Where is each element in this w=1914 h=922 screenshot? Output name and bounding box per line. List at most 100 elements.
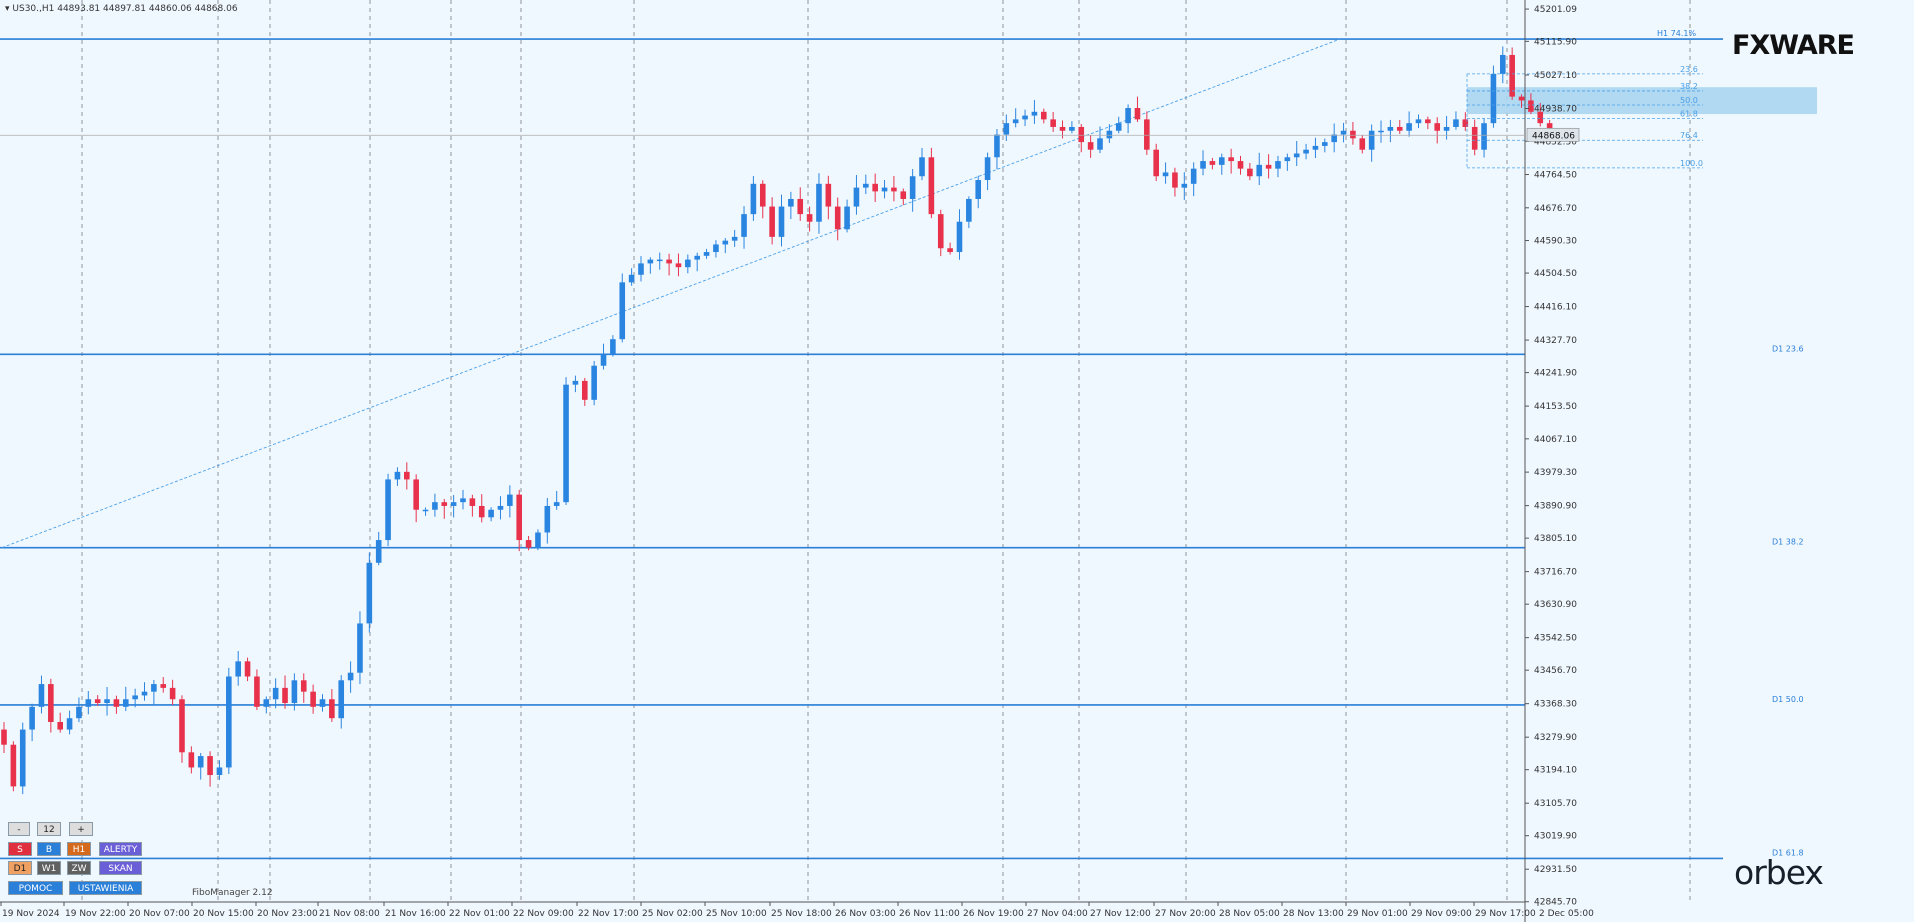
candle-body: [375, 540, 382, 563]
candle: [788, 191, 794, 220]
candle: [1378, 120, 1384, 143]
sell-button[interactable]: S: [8, 842, 32, 856]
candle-body: [975, 180, 982, 199]
candle-body: [1134, 108, 1141, 120]
candle-body: [741, 214, 747, 237]
x-tick-label: 27 Nov 20:00: [1155, 909, 1216, 919]
candle-body: [675, 263, 682, 268]
candle-body: [694, 255, 700, 260]
x-tick-label: 20 Nov 23:00: [257, 909, 318, 919]
candle-body: [1162, 172, 1169, 177]
horizontal-levels[interactable]: H1 74.1% D1 23.6 D1 38.2 D1 50.0 D1 61.8: [0, 29, 1804, 860]
x-tick-label: 28 Nov 05:00: [1219, 909, 1280, 919]
candle-body: [404, 471, 410, 480]
scan-button[interactable]: SKAN: [99, 861, 142, 875]
candle: [806, 206, 813, 232]
candle: [994, 129, 1000, 170]
candle: [1490, 65, 1497, 128]
candle: [1040, 108, 1047, 124]
y-tick-label: 44416.10: [1534, 303, 1577, 313]
time-axis[interactable]: 19 Nov 2024 19 Nov 22:00 20 Nov 07:00 20 No…: [0, 902, 1594, 919]
candle-body: [525, 540, 532, 548]
candle-body: [1425, 119, 1431, 124]
minus-button[interactable]: -: [8, 822, 30, 836]
candle: [48, 678, 54, 733]
candle: [169, 679, 176, 706]
candle-body: [216, 767, 223, 776]
candle-body: [928, 157, 935, 215]
candle: [713, 240, 719, 258]
x-tick-label: 29 Nov 17:00: [1475, 909, 1536, 919]
zw-button[interactable]: ZW: [67, 861, 91, 875]
candle: [1022, 109, 1028, 127]
candle: [1453, 111, 1459, 130]
candle: [1003, 114, 1010, 142]
d1-button[interactable]: D1: [8, 861, 32, 875]
candle-body: [947, 248, 953, 253]
buy-button[interactable]: B: [37, 842, 61, 856]
y-tick-label: 44241.90: [1534, 369, 1577, 379]
help-button[interactable]: POMOC: [8, 881, 63, 895]
candle-body: [497, 505, 504, 510]
candle-body: [1546, 123, 1553, 131]
candle-body: [553, 502, 560, 506]
candle-body: [1097, 138, 1103, 150]
candle-body: [160, 684, 167, 688]
candle-body: [1471, 126, 1478, 150]
plus-button[interactable]: +: [69, 822, 93, 836]
candle: [1078, 124, 1085, 153]
candle: [1425, 116, 1431, 130]
y-tick-label: 43805.10: [1534, 534, 1577, 544]
w1-button[interactable]: W1: [37, 861, 61, 875]
alerts-button[interactable]: ALERTY: [99, 842, 142, 856]
y-tick-label: 43279.90: [1534, 733, 1577, 743]
h1-button[interactable]: H1: [67, 842, 91, 856]
candle-body: [291, 680, 298, 704]
settings-button[interactable]: USTAWIENIA: [69, 881, 142, 895]
candle-body: [1031, 111, 1038, 116]
candle-body: [647, 259, 654, 264]
count-field[interactable]: 12: [37, 822, 61, 836]
candle: [272, 678, 279, 709]
candle: [1481, 118, 1487, 158]
orbex-logo: orbex: [1734, 853, 1824, 892]
candle: [722, 238, 729, 254]
y-tick-label: 44764.50: [1534, 171, 1577, 181]
candle: [1537, 102, 1544, 127]
candle-body: [535, 532, 541, 548]
candle: [881, 179, 888, 199]
candle-body: [656, 259, 663, 262]
x-tick-label: 27 Nov 12:00: [1090, 909, 1151, 919]
candle: [891, 175, 897, 202]
candle: [591, 361, 597, 406]
fibo-levels[interactable]: 23.6 38.2 50.0 61.8 76.4 100.0: [1466, 65, 1703, 169]
candle-body: [1322, 142, 1328, 146]
candle: [1406, 111, 1412, 137]
y-tick-label: 44067.10: [1534, 435, 1577, 445]
y-tick-label: 43890.90: [1534, 502, 1577, 512]
fibo-level-label: 100.0: [1680, 159, 1703, 168]
candle-body: [450, 502, 457, 506]
y-tick-label: 42845.70: [1534, 898, 1577, 908]
y-tick-label: 43105.70: [1534, 799, 1577, 809]
x-tick-label: 21 Nov 08:00: [319, 909, 380, 919]
candle: [282, 675, 288, 709]
candle: [1237, 155, 1244, 175]
x-tick-label: 27 Nov 04:00: [1027, 909, 1088, 919]
candle-body: [1181, 183, 1188, 188]
candle-body: [937, 214, 944, 249]
price-axis[interactable]: 45201.09 45115.90 45027.10 44938.70 44852.30…: [0, 0, 1580, 922]
candle-body: [1509, 54, 1515, 97]
fibo-level-label: 50.0: [1680, 96, 1698, 105]
candle-body: [1518, 96, 1525, 101]
candle-body: [1265, 164, 1272, 169]
candle: [104, 686, 110, 716]
candle: [1106, 124, 1113, 143]
candle-body: [169, 687, 176, 700]
candle: [619, 273, 626, 343]
candle: [357, 611, 363, 685]
candle: [1471, 119, 1478, 156]
candle: [10, 741, 17, 792]
fxware-logo-text: FXWARE: [1732, 30, 1855, 61]
